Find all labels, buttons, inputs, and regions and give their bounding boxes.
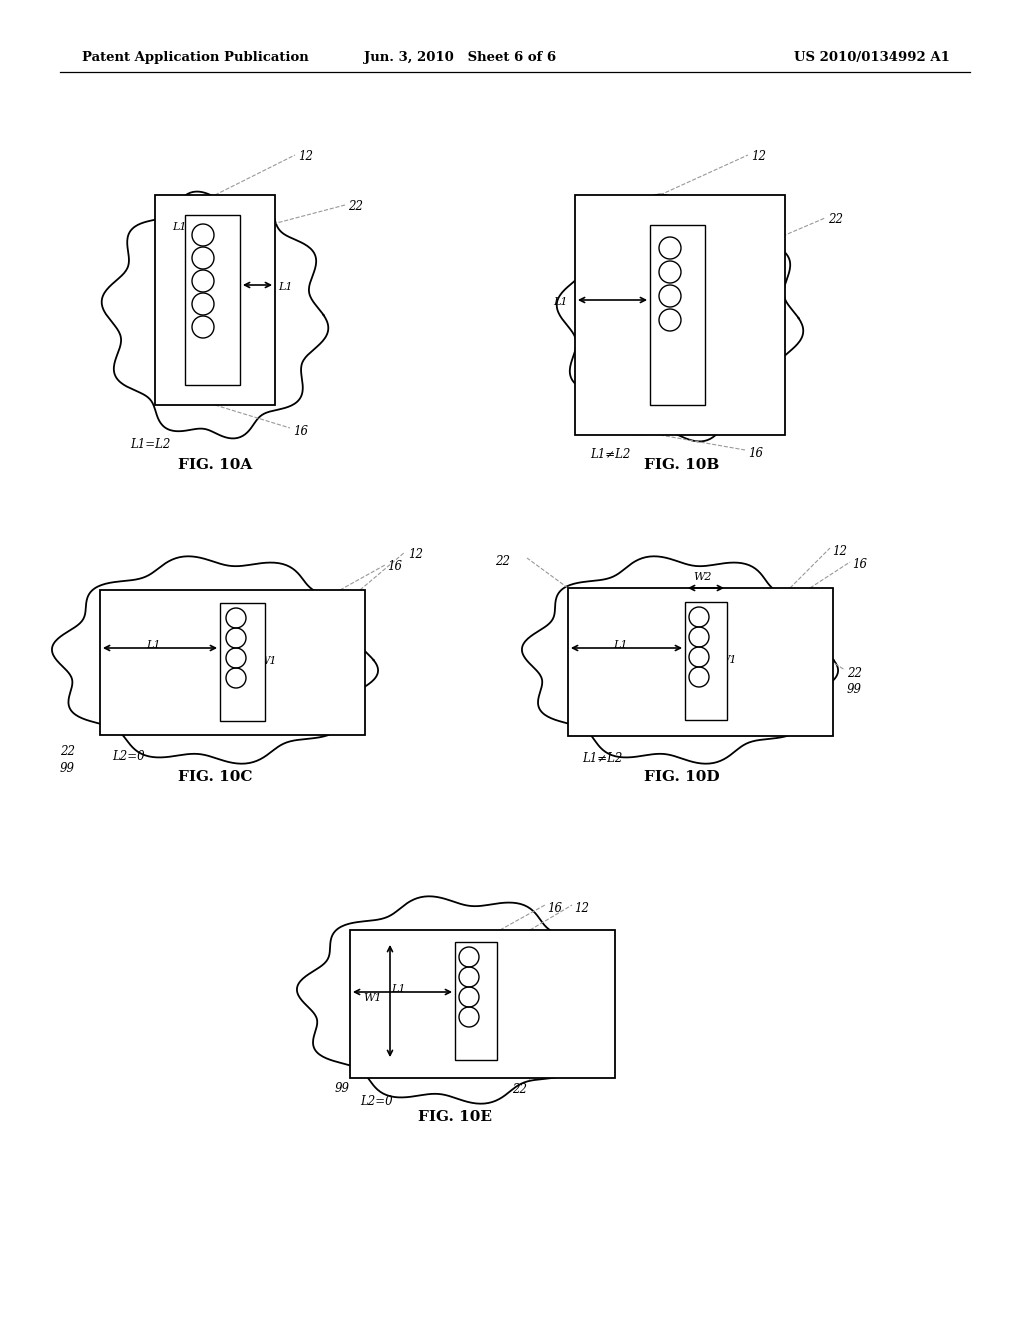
- Text: W1: W1: [718, 655, 736, 665]
- Text: Jun. 3, 2010   Sheet 6 of 6: Jun. 3, 2010 Sheet 6 of 6: [364, 50, 556, 63]
- Text: 12: 12: [298, 150, 313, 162]
- Bar: [685, 602, 727, 719]
- Text: 22: 22: [60, 744, 75, 758]
- Text: 16: 16: [547, 902, 562, 915]
- Text: L1≠L2: L1≠L2: [582, 752, 623, 766]
- Bar: [575, 195, 785, 436]
- Text: 22: 22: [495, 554, 510, 568]
- Bar: [100, 590, 365, 735]
- Text: 12: 12: [574, 902, 589, 915]
- Text: FIG. 10B: FIG. 10B: [644, 458, 720, 473]
- Bar: [155, 195, 275, 405]
- Text: L1: L1: [145, 640, 160, 649]
- Text: 22: 22: [828, 213, 843, 226]
- Text: 22: 22: [847, 667, 862, 680]
- Text: 12: 12: [751, 150, 766, 162]
- Bar: [350, 931, 615, 1078]
- Text: 16: 16: [293, 425, 308, 438]
- Text: L1: L1: [612, 640, 628, 649]
- Bar: [455, 942, 497, 1060]
- Text: L1=L2: L1=L2: [130, 438, 170, 451]
- Text: FIG. 10A: FIG. 10A: [178, 458, 252, 473]
- Text: 22: 22: [512, 1082, 527, 1096]
- Text: L2=0: L2=0: [112, 750, 144, 763]
- Text: FIG. 10D: FIG. 10D: [644, 770, 720, 784]
- Text: 12: 12: [831, 545, 847, 558]
- Text: L2: L2: [677, 232, 691, 242]
- Text: FIG. 10E: FIG. 10E: [418, 1110, 492, 1125]
- Text: L2=0: L2=0: [360, 1096, 392, 1107]
- Text: W2: W2: [693, 572, 713, 582]
- Text: L1: L1: [391, 983, 406, 994]
- Text: FIG. 10C: FIG. 10C: [178, 770, 252, 784]
- Text: W1: W1: [364, 993, 382, 1003]
- Bar: [568, 587, 833, 737]
- Text: 16: 16: [852, 558, 867, 572]
- Bar: [220, 603, 265, 721]
- Text: 16: 16: [387, 560, 402, 573]
- Text: L1: L1: [278, 282, 293, 292]
- Text: 99: 99: [60, 762, 75, 775]
- Text: 22: 22: [348, 201, 362, 213]
- Text: L1: L1: [554, 297, 568, 308]
- Text: 99: 99: [847, 682, 862, 696]
- Text: 16: 16: [748, 447, 763, 459]
- Text: L2: L2: [706, 607, 721, 616]
- Bar: [650, 224, 705, 405]
- Text: Patent Application Publication: Patent Application Publication: [82, 50, 309, 63]
- Text: L1≠L2: L1≠L2: [590, 447, 631, 461]
- Text: 12: 12: [408, 548, 423, 561]
- Text: L1: L1: [172, 222, 186, 232]
- Text: 99: 99: [335, 1082, 350, 1096]
- Text: US 2010/0134992 A1: US 2010/0134992 A1: [795, 50, 950, 63]
- Text: W1: W1: [258, 656, 276, 667]
- Bar: [185, 215, 240, 385]
